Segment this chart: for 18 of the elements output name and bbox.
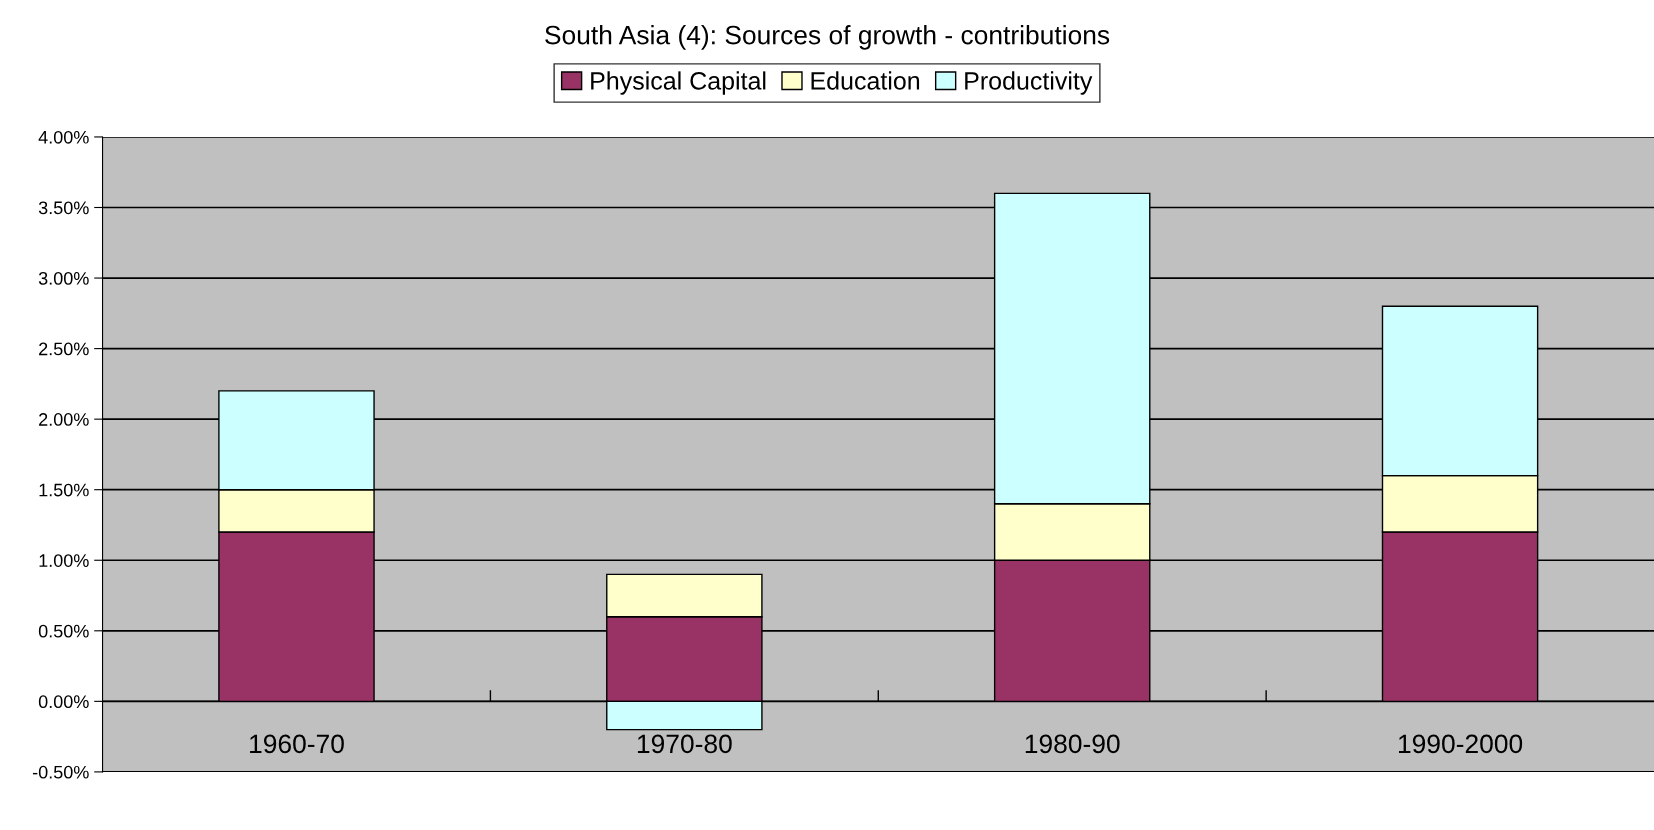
y-tick-label: 4.00% bbox=[38, 130, 89, 144]
y-tick-label: -0.50% bbox=[32, 765, 89, 779]
chart-title: South Asia (4): Sources of growth - contributions bbox=[545, 25, 1110, 50]
x-tick-label: 1970-80 bbox=[637, 734, 732, 754]
x-tick-label: 1980-90 bbox=[1025, 734, 1120, 754]
y-tick-label: 3.50% bbox=[38, 201, 89, 215]
y-tick-label: 2.00% bbox=[39, 413, 89, 426]
y-tick-label: 0.50% bbox=[38, 624, 89, 638]
y-tick-label: 1.50% bbox=[39, 483, 89, 497]
y-tick-label: 1.00% bbox=[39, 554, 89, 567]
x-tick-label: 1960-70 bbox=[250, 734, 344, 754]
y-tick-label: 3.00% bbox=[38, 271, 89, 285]
legend-label: Education bbox=[811, 71, 920, 90]
y-tick-label: 2.50% bbox=[39, 342, 89, 356]
legend-label: Physical Capital bbox=[591, 71, 766, 95]
x-tick-label: 1990-2000 bbox=[1398, 734, 1523, 754]
y-tick-label: 0.00% bbox=[38, 695, 89, 709]
legend-label: Productivity bbox=[965, 71, 1093, 95]
